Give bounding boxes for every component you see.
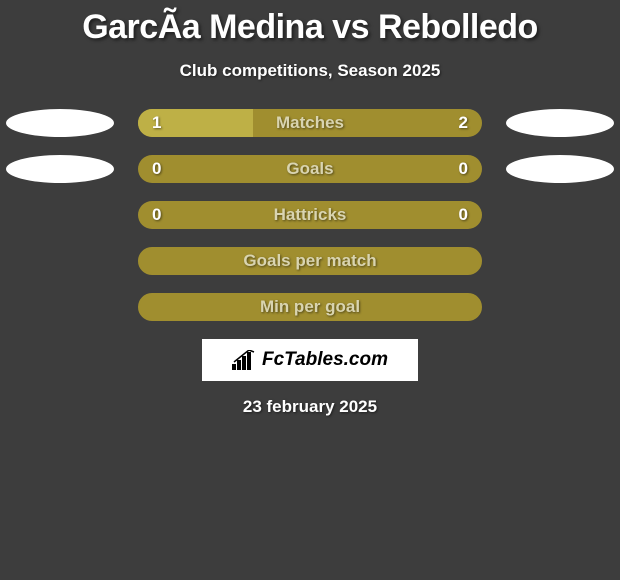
stat-row: 1Matches2 <box>0 109 620 137</box>
stat-bar: 1Matches2 <box>138 109 482 137</box>
comparison-infographic: GarcÃ­a Medina vs Rebolledo Club competi… <box>0 0 620 580</box>
player-left-badge <box>6 155 114 183</box>
stat-label: Min per goal <box>260 297 360 317</box>
logo-box: FcTables.com <box>202 339 418 381</box>
player-left-badge <box>6 109 114 137</box>
stat-label: Goals <box>138 159 482 179</box>
stat-right-value: 0 <box>459 205 468 225</box>
chart-icon <box>232 350 256 370</box>
stat-row: Goals per match <box>0 247 620 275</box>
stat-label: Matches <box>138 113 482 133</box>
player-right-badge <box>506 109 614 137</box>
stat-bar-empty: Min per goal <box>138 293 482 321</box>
page-subtitle: Club competitions, Season 2025 <box>0 61 620 81</box>
rows-container: 1Matches20Goals00Hattricks0Goals per mat… <box>0 109 620 321</box>
stat-row: Min per goal <box>0 293 620 321</box>
stat-row: 0Hattricks0 <box>0 201 620 229</box>
stat-label: Hattricks <box>138 205 482 225</box>
stat-right-value: 2 <box>459 113 468 133</box>
stat-bar: 0Hattricks0 <box>138 201 482 229</box>
page-title: GarcÃ­a Medina vs Rebolledo <box>0 0 620 47</box>
player-right-badge <box>506 155 614 183</box>
stat-bar-empty: Goals per match <box>138 247 482 275</box>
stat-right-value: 0 <box>459 159 468 179</box>
stat-label: Goals per match <box>243 251 376 271</box>
stat-row: 0Goals0 <box>0 155 620 183</box>
date-label: 23 february 2025 <box>0 397 620 417</box>
stat-bar: 0Goals0 <box>138 155 482 183</box>
logo-text: FcTables.com <box>262 349 388 371</box>
